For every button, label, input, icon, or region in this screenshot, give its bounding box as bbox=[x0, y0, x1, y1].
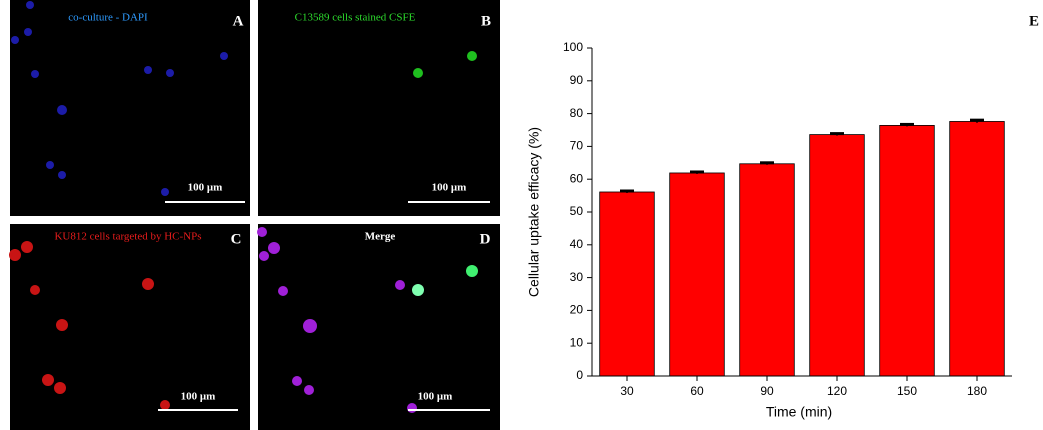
panel-b: C13589 cells stained CSFE B 100 μm bbox=[258, 0, 500, 216]
bar bbox=[809, 134, 865, 377]
y-tick-label: 60 bbox=[570, 171, 584, 185]
cells bbox=[413, 51, 477, 78]
cell bbox=[466, 265, 478, 277]
x-axis-title: Time (min) bbox=[766, 404, 832, 420]
bar bbox=[949, 121, 1005, 377]
panel-label: B bbox=[481, 13, 491, 29]
x-tick-label: 30 bbox=[620, 384, 634, 398]
y-tick-label: 40 bbox=[570, 237, 584, 251]
x-tick-label: 120 bbox=[827, 384, 847, 398]
y-tick-label: 10 bbox=[570, 335, 584, 349]
panel-label: D bbox=[480, 231, 491, 247]
bar bbox=[879, 125, 935, 377]
micrograph bbox=[10, 224, 250, 430]
y-tick-label: 100 bbox=[563, 40, 583, 54]
chart: E Time (min) Cellular uptake efficacy (%… bbox=[526, 13, 1039, 419]
x-tick-label: 150 bbox=[897, 384, 917, 398]
y-tick-label: 30 bbox=[570, 270, 584, 284]
y-tick-label: 70 bbox=[570, 139, 584, 153]
panel-caption: C13589 cells stained CSFE bbox=[295, 12, 416, 24]
x-tick-label: 180 bbox=[967, 384, 987, 398]
scale-bar-label: 100 μm bbox=[418, 391, 453, 403]
panel-d: Merge D 100 μm bbox=[257, 224, 500, 430]
scale-bar-label: 100 μm bbox=[181, 391, 216, 403]
y-tick-label: 90 bbox=[570, 73, 584, 87]
panel-label: A bbox=[233, 13, 244, 29]
panel-label: E bbox=[1029, 13, 1039, 29]
micrograph bbox=[10, 0, 250, 216]
panel-c: KU812 cells targeted by HC-NPs C 100 μm bbox=[9, 224, 250, 430]
bar bbox=[599, 191, 655, 377]
scale-bar-label: 100 μm bbox=[432, 182, 467, 194]
x-tick-label: 60 bbox=[690, 384, 704, 398]
panel-caption: co-culture - DAPI bbox=[68, 12, 148, 24]
bar bbox=[669, 172, 725, 377]
cell bbox=[412, 284, 424, 296]
cells bbox=[257, 227, 417, 413]
panel-caption: KU812 cells targeted by HC-NPs bbox=[54, 231, 201, 243]
x-tick-label: 90 bbox=[760, 384, 774, 398]
bar bbox=[739, 163, 795, 377]
panel-label: C bbox=[231, 231, 242, 247]
y-tick-label: 50 bbox=[570, 204, 584, 218]
cells bbox=[11, 1, 228, 196]
micrograph bbox=[258, 224, 500, 430]
y-tick-label: 0 bbox=[576, 368, 583, 382]
panel-a: co-culture - DAPI A 100 μm bbox=[10, 0, 250, 216]
cells bbox=[9, 241, 170, 410]
scale-bar-label: 100 μm bbox=[188, 182, 223, 194]
y-axis-title: Cellular uptake efficacy (%) bbox=[526, 127, 542, 297]
y-tick-label: 20 bbox=[570, 303, 584, 317]
y-tick-label: 80 bbox=[570, 106, 584, 120]
panel-caption: Merge bbox=[365, 231, 396, 243]
micrograph bbox=[258, 0, 500, 216]
